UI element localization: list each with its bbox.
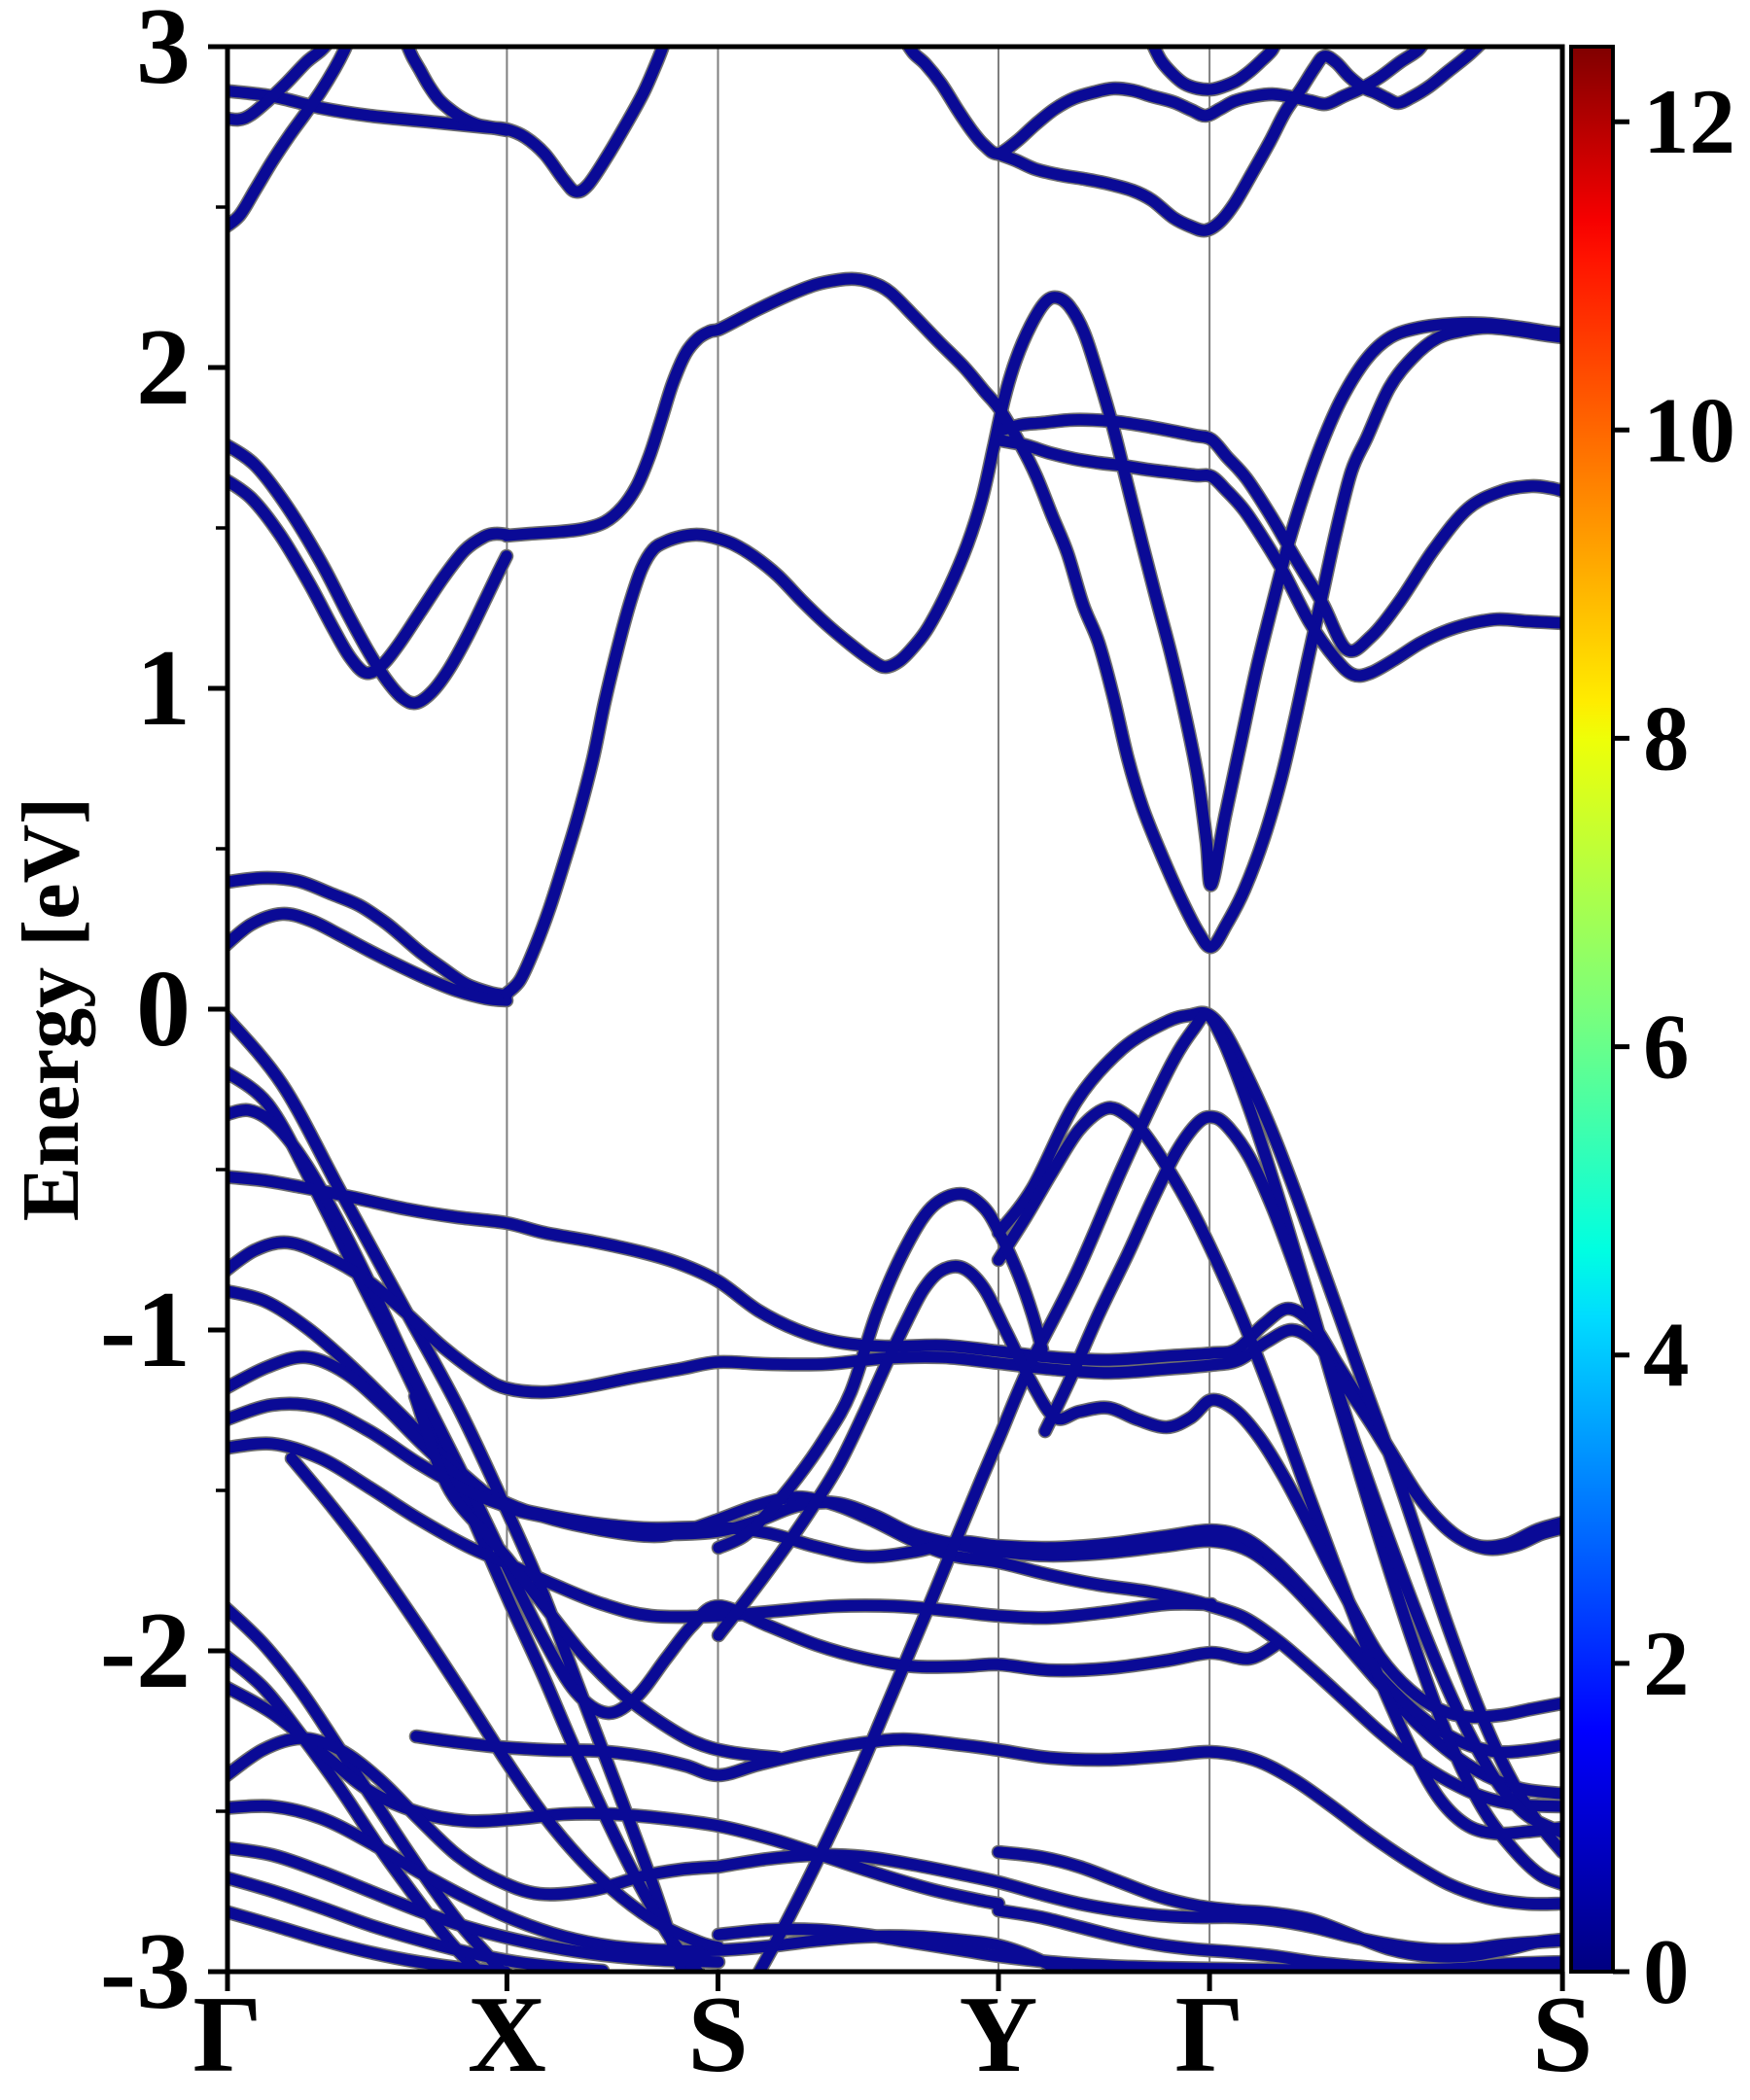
svg-text:X: X [468, 1975, 546, 2095]
svg-text:Y: Y [960, 1975, 1038, 2095]
svg-text:Energy [eV]: Energy [eV] [6, 797, 96, 1221]
svg-text:-3: -3 [100, 1911, 191, 2032]
svg-text:Γ: Γ [192, 1975, 262, 2095]
svg-text:S: S [687, 1975, 748, 2095]
svg-text:-1: -1 [100, 1270, 191, 1390]
svg-text:0: 0 [1643, 1920, 1690, 2023]
svg-text:Γ: Γ [1174, 1975, 1243, 2095]
svg-text:1: 1 [136, 628, 191, 749]
svg-text:0: 0 [136, 949, 191, 1069]
svg-text:-2: -2 [100, 1591, 191, 1711]
svg-text:S: S [1532, 1975, 1592, 2095]
svg-text:4: 4 [1643, 1304, 1690, 1407]
svg-text:2: 2 [1643, 1612, 1690, 1715]
svg-text:10: 10 [1643, 378, 1735, 481]
svg-text:12: 12 [1643, 70, 1735, 173]
svg-text:2: 2 [136, 307, 191, 428]
svg-text:3: 3 [136, 0, 191, 107]
svg-text:6: 6 [1643, 996, 1690, 1099]
svg-text:8: 8 [1643, 686, 1690, 789]
